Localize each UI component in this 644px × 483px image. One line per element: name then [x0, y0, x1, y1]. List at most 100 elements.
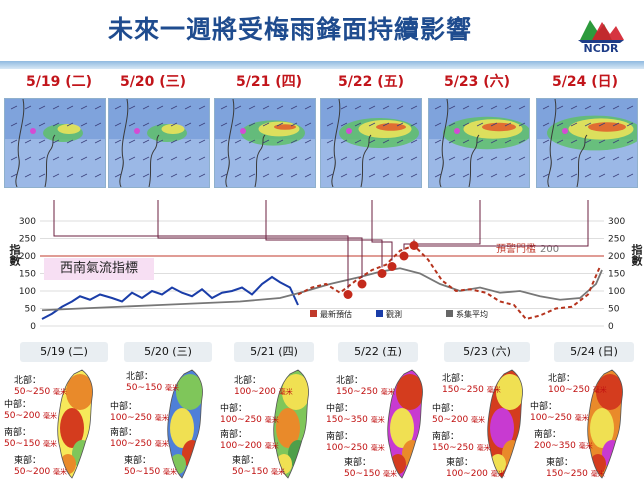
- legend-label: 觀測: [386, 309, 402, 319]
- rain-south-1: 南部： 100~250 毫米: [110, 428, 169, 449]
- wind-arrow: [52, 122, 60, 127]
- wind-arrow: [368, 139, 376, 144]
- wind-map-2: [108, 98, 210, 188]
- wind-arrow: [626, 105, 634, 110]
- coastline: [254, 134, 266, 187]
- day-connector-arrow: [53, 186, 349, 289]
- wind-arrow: [114, 156, 122, 161]
- wind-arrow: [462, 156, 470, 161]
- wind-arrow: [38, 173, 46, 178]
- wind-arrow: [304, 139, 312, 144]
- y-tick-left: 150: [19, 270, 36, 280]
- rain-south-2: 南部： 100~200 毫米: [220, 430, 279, 451]
- wind-arrow: [66, 122, 74, 127]
- y-tick-left: 300: [19, 217, 36, 227]
- wind-arrow: [518, 173, 526, 178]
- wind-arrow: [584, 105, 592, 110]
- wind-arrow: [276, 156, 284, 161]
- wind-arrow: [598, 139, 606, 144]
- wind-arrow: [290, 173, 298, 178]
- wind-arrow: [170, 105, 178, 110]
- wind-arrow: [612, 156, 620, 161]
- wind-arrow: [570, 156, 578, 161]
- wind-arrow: [114, 105, 122, 110]
- wind-arrow: [276, 139, 284, 144]
- rain-east-5: 東部： 150~250 毫米: [546, 458, 605, 479]
- wind-arrow: [598, 156, 606, 161]
- wind-arrow: [556, 122, 564, 127]
- wind-arrow: [142, 156, 150, 161]
- ncdr-logo-icon: [578, 20, 624, 43]
- coastline: [547, 99, 557, 187]
- wind-arrow: [66, 139, 74, 144]
- wind-arrow: [184, 122, 192, 127]
- wind-arrow: [290, 139, 298, 144]
- wind-arrow: [368, 105, 376, 110]
- wind-arrow: [448, 139, 456, 144]
- rain-band-red: [376, 123, 406, 131]
- wind-arrow: [570, 122, 578, 127]
- marker-magenta: [346, 128, 352, 134]
- wind-arrow: [94, 105, 102, 110]
- wind-arrow: [156, 122, 164, 127]
- rain-north-5: 北部： 100~250 毫米: [548, 374, 607, 395]
- wind-arrow: [556, 139, 564, 144]
- left-axis-label: 指數: [8, 244, 21, 266]
- wind-arrow: [354, 139, 362, 144]
- wind-arrow: [66, 173, 74, 178]
- wind-arrow: [410, 173, 418, 178]
- forecast-point: [377, 269, 387, 278]
- wind-arrow: [94, 122, 102, 127]
- wind-arrow: [354, 156, 362, 161]
- wind-arrow: [476, 156, 484, 161]
- wind-arrow: [10, 156, 18, 161]
- wind-arrow: [340, 139, 348, 144]
- wind-arrow: [462, 122, 470, 127]
- wind-arrow: [612, 122, 620, 127]
- wind-map-6: [536, 98, 638, 188]
- wind-arrow: [114, 173, 122, 178]
- day-label-top: 5/19 (二): [26, 74, 93, 90]
- rain-south-5: 南部： 200~350 毫米: [534, 430, 593, 451]
- wind-arrow: [156, 156, 164, 161]
- wind-arrow: [170, 156, 178, 161]
- wind-arrow: [612, 173, 620, 178]
- wind-arrow: [248, 122, 256, 127]
- wind-arrow: [142, 139, 150, 144]
- taiwan-outline: [273, 369, 309, 479]
- y-tick-left: 0: [30, 322, 36, 332]
- wind-arrow: [556, 105, 564, 110]
- wind-arrow: [248, 173, 256, 178]
- wind-arrow: [476, 173, 484, 178]
- wind-arrow: [304, 122, 312, 127]
- forecast-point: [343, 290, 353, 299]
- wind-arrow: [490, 139, 498, 144]
- wind-arrow: [80, 173, 88, 178]
- wind-arrow: [156, 105, 164, 110]
- wind-arrow: [598, 173, 606, 178]
- taiwan-rainfall-map: [273, 369, 309, 479]
- wind-arrow: [382, 139, 390, 144]
- wind-map-svg: [429, 99, 529, 187]
- rain-central-2: 中部： 100~250 毫米: [220, 404, 279, 425]
- wind-arrow: [542, 156, 550, 161]
- wind-arrow: [612, 105, 620, 110]
- wind-arrow: [220, 156, 228, 161]
- rain-east-4: 東部： 100~200 毫米: [446, 458, 505, 479]
- wind-arrow: [38, 139, 46, 144]
- forecast-point: [399, 251, 409, 261]
- wind-arrow: [304, 156, 312, 161]
- rain-south-0: 南部： 50~150 毫米: [4, 428, 58, 449]
- day-label-top: 5/23 (六): [444, 74, 511, 90]
- day-label-top: 5/24 (日): [552, 74, 619, 90]
- day-connector-arrow: [413, 186, 589, 247]
- day-label-top: 5/20 (三): [120, 74, 187, 90]
- wind-arrow: [304, 105, 312, 110]
- y-tick-right: 300: [608, 217, 625, 227]
- wind-arrow: [340, 105, 348, 110]
- y-tick-right: 100: [608, 287, 625, 297]
- wind-arrow: [570, 105, 578, 110]
- wind-arrow: [234, 156, 242, 161]
- wind-arrow: [142, 122, 150, 127]
- wind-arrow: [10, 139, 18, 144]
